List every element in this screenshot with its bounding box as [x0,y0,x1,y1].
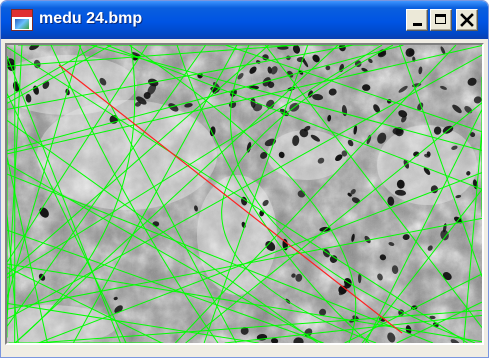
minimize-button[interactable] [406,9,428,31]
maximize-button[interactable] [430,9,452,31]
close-icon [460,13,474,27]
micrograph-image [7,45,482,343]
title-bar[interactable]: medu 24.bmp [1,1,488,39]
highlighted-line [58,64,403,334]
minimize-icon [413,23,422,26]
maximize-icon [435,14,446,24]
image-canvas[interactable] [5,43,484,345]
bitmap-document-icon[interactable] [11,9,33,31]
window-title: medu 24.bmp [39,10,143,27]
close-button[interactable] [456,9,478,31]
